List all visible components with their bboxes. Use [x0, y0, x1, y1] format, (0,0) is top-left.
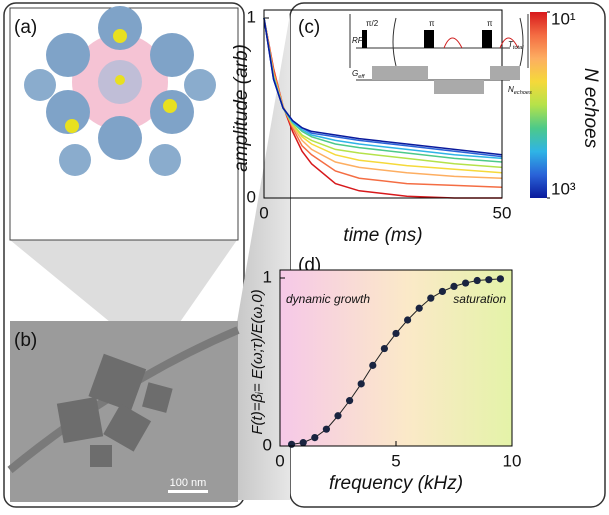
point [427, 295, 434, 302]
y-axis-label: amplitude (arb) [231, 44, 252, 172]
point [358, 380, 365, 387]
x-tick-label: 5 [391, 451, 400, 470]
annotation: saturation [453, 292, 506, 306]
point [311, 434, 318, 441]
point [381, 345, 388, 352]
annotation: dynamic growth [286, 292, 370, 306]
panel-label: (a) [14, 17, 37, 38]
point [300, 439, 307, 446]
scale-bar-label: 100 nm [170, 477, 207, 489]
x-tick-label: 0 [275, 451, 284, 470]
x-tick-label: 0 [259, 203, 268, 222]
point [485, 276, 492, 283]
point [334, 412, 341, 419]
point [416, 305, 423, 312]
y-tick-label: 1 [247, 7, 256, 26]
colorbar [530, 12, 547, 198]
inset-label: RF [352, 36, 364, 45]
point [497, 275, 504, 282]
point [323, 426, 330, 433]
point [369, 362, 376, 369]
point [288, 441, 295, 448]
point [462, 279, 469, 286]
y-tick-label: 0 [247, 187, 256, 206]
colorbar-label: N echoes [580, 68, 601, 149]
panel-label: (b) [14, 330, 37, 351]
x-tick-label: 10 [503, 451, 522, 470]
point [404, 316, 411, 323]
inset-label: π/2 [366, 19, 379, 28]
colorbar-tick-label: 10³ [551, 179, 576, 198]
y-axis-label: F(t)=βᵢ= E(ω;τ)/E(ω,0) [249, 289, 266, 434]
y-tick-label: 1 [263, 267, 272, 286]
x-axis-label: time (ms) [343, 225, 422, 246]
figure: 100 nm (a) (b) (c) (d) 05001time (ms)10¹… [0, 0, 609, 510]
x-tick-label: 50 [493, 203, 512, 222]
y-tick-label: 0 [263, 435, 272, 454]
inset-label: π [429, 19, 435, 28]
point [346, 397, 353, 404]
point [474, 277, 481, 284]
colorbar-tick-label: 10¹ [551, 9, 576, 28]
inset-label: π [487, 19, 493, 28]
x-axis-label: frequency (kHz) [329, 473, 463, 494]
point [439, 288, 446, 295]
point [392, 330, 399, 337]
panel-label: (c) [298, 17, 320, 38]
point [450, 283, 457, 290]
